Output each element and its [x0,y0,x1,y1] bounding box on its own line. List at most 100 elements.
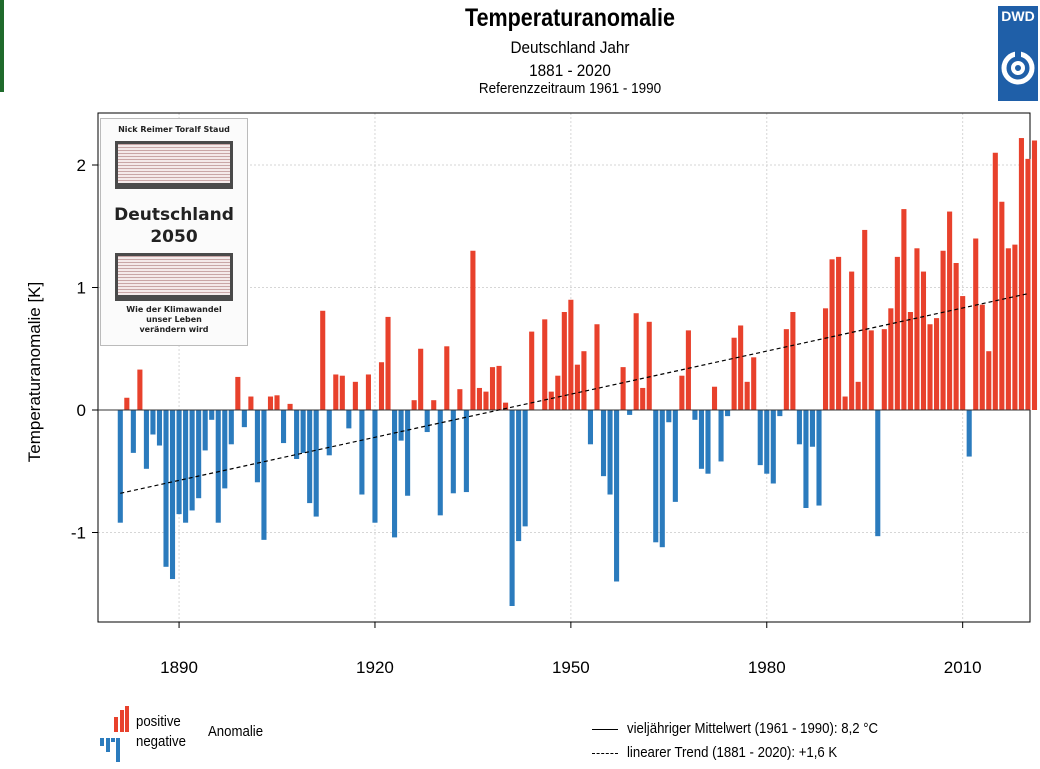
x-tick-label: 1980 [748,658,786,677]
bar-1973 [718,410,724,462]
book-authors: Nick Reimer Toralf Staud [118,125,230,134]
bar-1940 [503,402,509,410]
bar-1916 [346,410,352,429]
bar-2018 [1012,244,1018,410]
green-border-strip [0,0,4,92]
bar-1996 [868,330,874,410]
bar-1920 [372,410,378,523]
bar-1981 [770,410,776,484]
bar-1955 [600,410,607,477]
bar-1901 [248,396,254,410]
bar-1928 [424,410,430,433]
bar-1997 [875,410,881,537]
bar-1966 [672,410,678,502]
bar-1950 [568,299,574,410]
bar-1891 [183,410,189,523]
bar-1915 [339,375,345,410]
bar-1957 [614,410,620,582]
bar-1985 [796,410,802,445]
bar-1922 [385,316,391,410]
bar-1897 [222,410,228,489]
bar-2021 [1031,140,1038,410]
bar-2011 [966,410,972,457]
book-subtitle-line2: unser Leben [146,315,202,324]
bar-1930 [437,410,443,516]
bar-1975 [731,337,737,410]
legend-positive: positive [136,713,181,730]
bar-1968 [685,330,691,410]
bar-1980 [764,410,770,474]
bar-1899 [235,376,241,410]
dwd-logo [998,6,1038,101]
bar-1974 [725,410,731,417]
chart-subtitle-period: 1881 - 2020 [529,61,611,80]
bar-2013 [979,304,985,410]
book-picture-top [115,141,233,189]
bar-1919 [365,374,371,410]
bar-1933 [457,389,463,410]
bar-1931 [444,346,450,410]
bar-1988 [816,410,822,506]
bar-2001 [901,209,907,410]
bar-1987 [809,410,816,447]
trend-line [120,293,1029,494]
bar-1998 [881,329,887,410]
bar-1992 [842,396,848,410]
bar-1956 [607,410,613,495]
legend-anomaly-icon [98,704,132,764]
bar-1942 [516,410,522,542]
bar-1949 [561,312,567,410]
bar-1921 [378,362,385,410]
bar-1962 [646,321,652,410]
bar-1984 [790,312,796,410]
bar-1967 [679,375,685,410]
bar-1970 [698,410,705,469]
bar-1884 [137,369,143,410]
bar-2014 [986,351,992,410]
y-tick-label: 2 [77,156,86,175]
bar-1952 [581,351,587,410]
bar-1898 [228,410,234,445]
bar-1965 [666,410,672,423]
dwd-swirl-icon [1001,50,1035,85]
book-subtitle-line1: Wie der Klimawandel [126,305,222,314]
bar-1948 [555,375,561,410]
bar-1894 [202,410,208,451]
bar-2002 [907,312,913,410]
bar-1986 [803,410,809,508]
bar-1893 [196,410,202,499]
bar-2010 [960,296,966,410]
bar-1969 [692,410,698,420]
y-axis-label: Temperaturanomalie [K] [25,282,44,462]
bar-1947 [548,391,554,410]
bar-1963 [653,410,659,543]
bar-1883 [130,410,136,453]
bar-2012 [973,238,979,410]
bar-1938 [489,367,496,410]
bar-1925 [405,410,411,496]
bar-1994 [855,381,861,410]
bar-2019 [1018,138,1024,411]
y-tick-label: -1 [71,524,86,543]
book-cover-image: Nick Reimer Toralf Staud Deutschland 205… [100,118,248,346]
bar-1886 [150,410,156,435]
dwd-logo-text: DWD [1001,8,1035,24]
bar-1941 [509,410,515,606]
bar-1927 [418,348,424,410]
bar-1900 [241,410,247,428]
bar-1960 [633,313,639,410]
y-tick-label: 0 [77,401,86,420]
bar-1908 [294,410,300,459]
bar-1954 [594,324,600,410]
x-tick-label: 1950 [552,658,590,677]
bar-1982 [777,410,783,417]
bar-1903 [261,410,267,540]
bar-1904 [267,396,274,410]
bar-1885 [143,410,149,469]
chart-subtitle-reference: Referenzzeitraum 1961 - 1990 [478,80,662,97]
bar-2020 [1025,158,1031,410]
bar-2005 [927,324,933,410]
bar-2000 [894,256,900,410]
bar-2006 [933,318,940,410]
bar-1958 [620,367,626,410]
